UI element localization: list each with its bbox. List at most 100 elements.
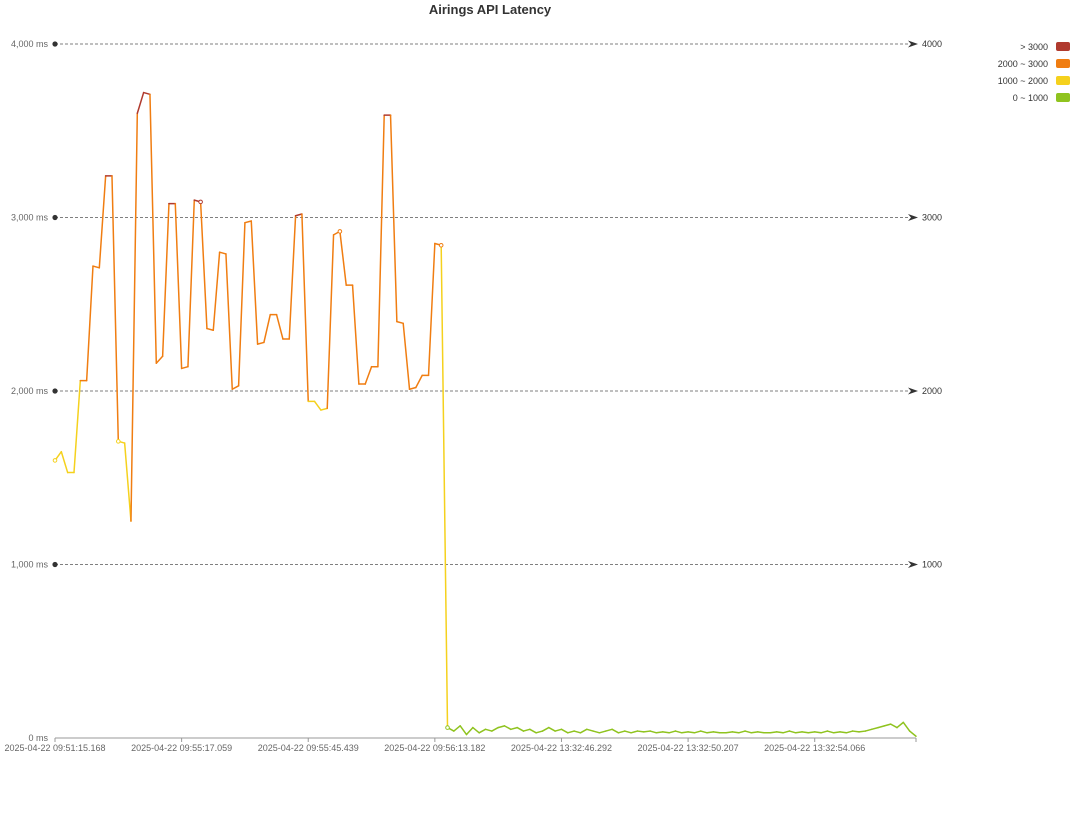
- threshold-start-dot: [52, 214, 58, 221]
- legend-label: 0 ~ 1000: [1012, 92, 1048, 103]
- latency-segment: [617, 730, 626, 734]
- data-point: [52, 458, 58, 463]
- threshold-start-dot: [52, 41, 58, 47]
- threshold-label: 1000: [922, 560, 942, 570]
- latency-segment: [491, 726, 499, 732]
- latency-segment: [149, 93, 158, 364]
- legend-label: 1000 ~ 2000: [997, 75, 1048, 86]
- latency-segment: [256, 341, 265, 345]
- data-point: [198, 199, 203, 205]
- legend-label: > 3000: [1020, 41, 1048, 52]
- latency-segment: [668, 730, 677, 734]
- threshold-start-dot: [52, 388, 58, 394]
- threshold-label: 4000: [922, 39, 942, 49]
- latency-segment: [389, 114, 398, 323]
- legend-item[interactable]: > 3000: [998, 38, 1070, 55]
- latency-segment: [187, 199, 196, 368]
- latency-segment: [662, 731, 670, 734]
- latency-segment: [510, 726, 518, 731]
- latency-segment: [579, 728, 588, 734]
- latency-segment: [408, 386, 417, 391]
- latency-segment: [212, 251, 221, 332]
- latency-segment: [820, 730, 829, 734]
- latency-segment: [275, 313, 284, 340]
- latency-segment: [630, 730, 639, 734]
- latency-segment: [674, 730, 683, 734]
- latency-segment: [415, 374, 423, 389]
- latency-segment: [573, 730, 582, 734]
- latency-segment: [693, 730, 702, 734]
- latency-segment: [700, 730, 708, 734]
- latency-segment: [851, 730, 860, 733]
- x-tick-label: 2025-04-22 13:32:46.292: [511, 743, 612, 753]
- x-tick-label: 2025-04-22 13:32:54.066: [764, 743, 865, 753]
- latency-segment: [478, 728, 487, 734]
- latency-segment: [807, 731, 816, 734]
- latency-segment: [902, 721, 911, 732]
- latency-segment: [484, 728, 493, 732]
- latency-segment: [643, 730, 651, 733]
- latency-segment: [326, 234, 335, 410]
- legend-swatch: [1056, 42, 1070, 51]
- latency-segment: [845, 730, 854, 734]
- latency-segment: [396, 320, 404, 325]
- latency-segment: [142, 91, 151, 96]
- x-tick-label: 2025-04-22 09:55:45.439: [258, 743, 359, 753]
- latency-segment: [775, 731, 784, 734]
- legend-swatch: [1056, 76, 1070, 85]
- threshold-arrow-icon: [908, 40, 918, 48]
- latency-segment: [750, 731, 759, 734]
- latency-line: [52, 91, 917, 738]
- x-tick-label: 2025-04-22 09:56:13.182: [384, 743, 485, 753]
- latency-segment: [218, 251, 227, 255]
- latency-segment: [250, 220, 259, 345]
- latency-segment: [503, 725, 512, 731]
- threshold-start-dot: [52, 561, 58, 568]
- x-tick-label: 2025-04-22 09:55:17.059: [131, 743, 232, 753]
- latency-segment: [161, 202, 170, 358]
- latency-segment: [231, 385, 240, 391]
- latency-segment: [794, 731, 803, 734]
- latency-segment: [870, 726, 879, 731]
- latency-segment: [782, 730, 791, 734]
- axes: 0 ms 1,000 ms 1000 2,000 ms 2000 3,000 ms 3000…: [4, 39, 942, 753]
- y-tick-label: 4,000 ms: [11, 39, 49, 49]
- threshold-arrow-icon: [908, 387, 918, 395]
- latency-segment: [725, 731, 734, 734]
- latency-segment: [320, 407, 328, 411]
- latency-segment: [788, 730, 797, 734]
- legend-item[interactable]: 1000 ~ 2000: [998, 72, 1070, 89]
- y-tick-label: 1,000 ms: [11, 560, 49, 570]
- y-tick-label: 0 ms: [28, 733, 48, 743]
- latency-segment: [889, 723, 898, 729]
- y-tick-label: 3,000 ms: [11, 213, 49, 223]
- latency-segment: [301, 213, 309, 403]
- latency-segment: [497, 725, 506, 729]
- latency-segment: [244, 220, 253, 224]
- latency-segment: [427, 242, 436, 377]
- data-point: [116, 439, 121, 444]
- latency-segment: [288, 215, 297, 340]
- latency-segment: [687, 731, 696, 734]
- latency-segment: [459, 725, 468, 736]
- latency-segment: [839, 731, 848, 734]
- latency-segment: [535, 730, 544, 734]
- latency-segment: [98, 175, 107, 269]
- latency-segment: [681, 731, 689, 734]
- latency-segment: [263, 313, 271, 344]
- latency-segment: [516, 726, 525, 732]
- latency-segment: [60, 450, 69, 474]
- latency-segment: [548, 726, 556, 732]
- legend-item[interactable]: 0 ~ 1000: [998, 89, 1070, 106]
- latency-segment: [649, 730, 658, 734]
- latency-segment: [712, 731, 721, 734]
- latency-segment: [453, 725, 461, 732]
- latency-segment: [611, 728, 620, 734]
- latency-segment: [199, 201, 208, 330]
- latency-segment: [813, 731, 822, 734]
- legend-item[interactable]: 2000 ~ 3000: [998, 55, 1070, 72]
- legend: > 3000 2000 ~ 3000 1000 ~ 2000 0 ~ 1000: [998, 38, 1070, 106]
- latency-segment: [174, 202, 183, 370]
- latency-segment: [636, 730, 645, 733]
- legend-swatch: [1056, 93, 1070, 102]
